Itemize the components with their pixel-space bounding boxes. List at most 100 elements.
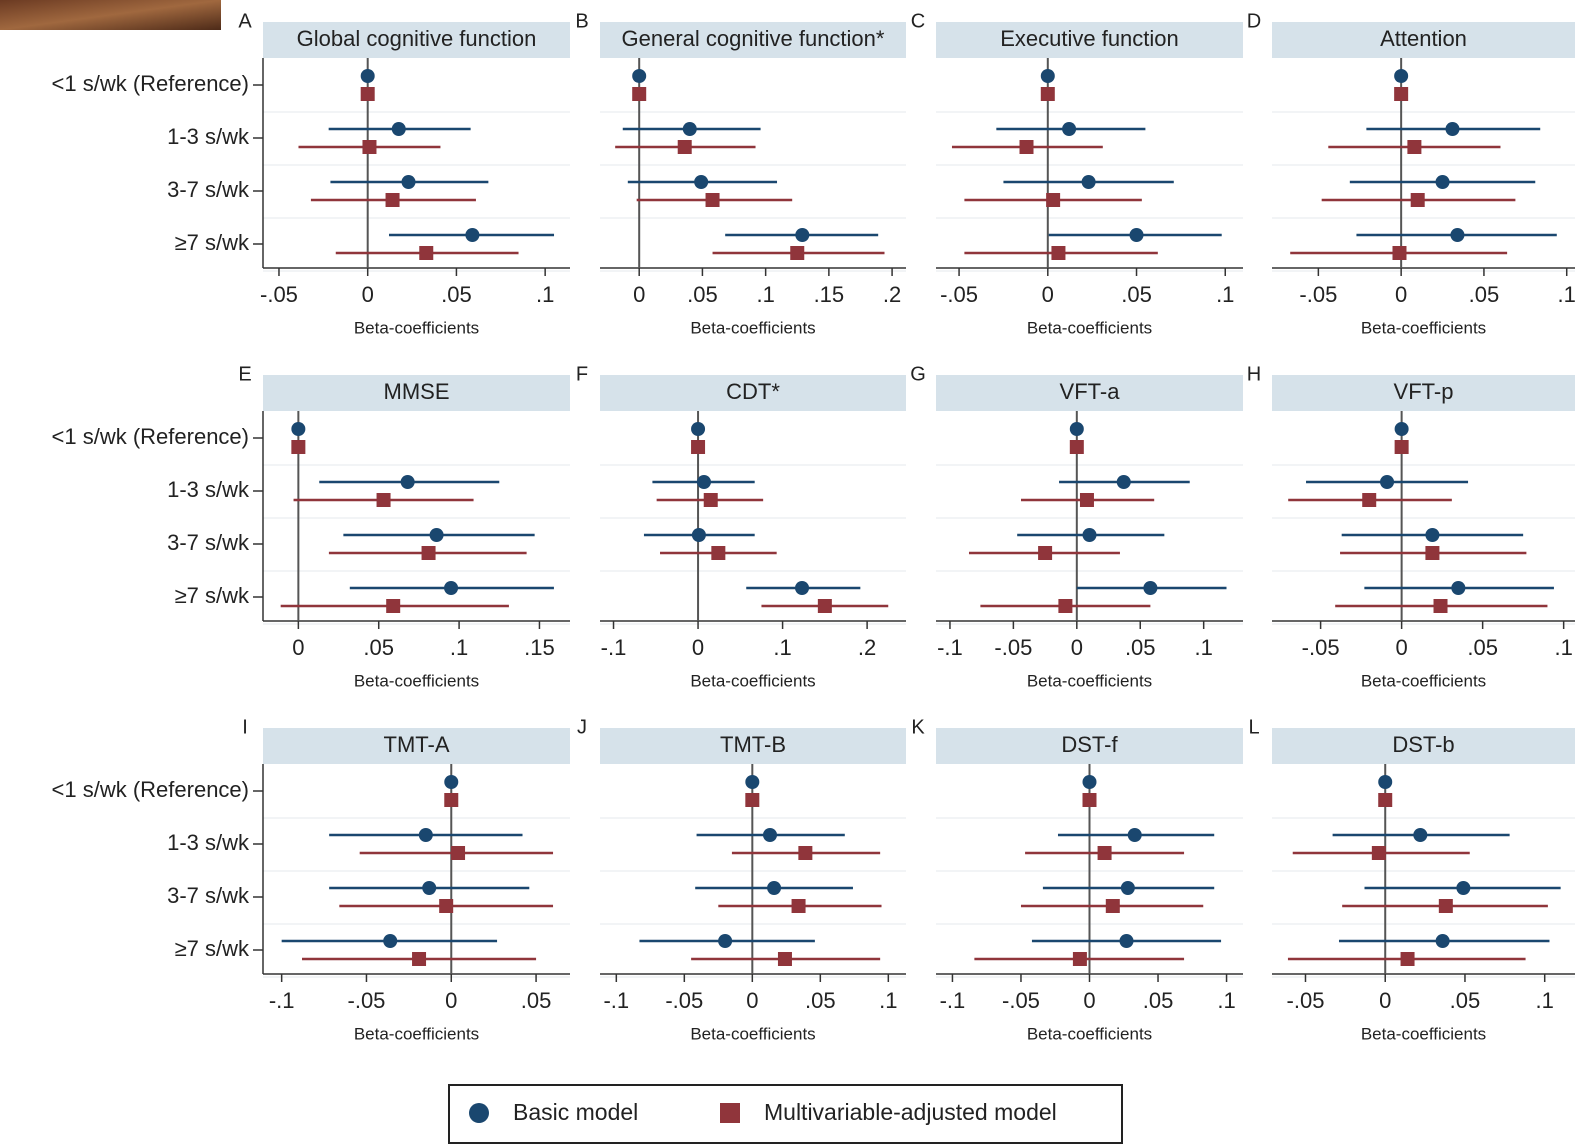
y-tick-label: 1-3 s/wk — [167, 477, 250, 502]
plot-area — [600, 411, 906, 621]
point-estimate — [412, 952, 426, 966]
plot-area — [263, 411, 570, 621]
panel-title: CDT* — [726, 379, 780, 404]
point-estimate — [1394, 87, 1408, 101]
y-tick-label: 1-3 s/wk — [167, 830, 250, 855]
x-tick-label: 0 — [1396, 635, 1408, 660]
x-tick-label: -.1 — [601, 635, 627, 660]
x-tick-label: -.05 — [260, 282, 298, 307]
panel-title: MMSE — [384, 379, 450, 404]
x-tick-label: .05 — [1125, 635, 1156, 660]
plot-area — [1272, 58, 1575, 268]
point-estimate — [767, 881, 781, 895]
point-estimate — [422, 546, 436, 560]
point-estimate — [291, 440, 305, 454]
point-estimate — [1436, 175, 1450, 189]
point-estimate — [1425, 546, 1439, 560]
x-tick-label: 0 — [1395, 282, 1407, 307]
y-tick-label: 3-7 s/wk — [167, 177, 250, 202]
point-estimate — [1378, 793, 1392, 807]
legend-marker — [469, 1103, 489, 1123]
point-estimate — [1070, 440, 1084, 454]
x-tick-label: .1 — [1217, 988, 1235, 1013]
point-estimate — [1046, 193, 1060, 207]
x-tick-label: 0 — [1379, 988, 1391, 1013]
x-tick-label: .1 — [1554, 635, 1572, 660]
point-estimate — [422, 881, 436, 895]
point-estimate — [1083, 528, 1097, 542]
panel-title: Global cognitive function — [297, 26, 537, 51]
point-estimate — [1098, 846, 1112, 860]
point-estimate — [451, 846, 465, 860]
point-estimate — [798, 846, 812, 860]
y-tick-label: <1 s/wk (Reference) — [52, 71, 249, 96]
x-tick-label: -.1 — [937, 635, 963, 660]
point-estimate — [361, 69, 375, 83]
x-tick-label: .1 — [1558, 282, 1575, 307]
x-tick-label: -.1 — [269, 988, 295, 1013]
y-tick-label: 1-3 s/wk — [167, 124, 250, 149]
point-estimate — [1392, 246, 1406, 260]
x-axis-label: Beta-coefficients — [690, 318, 815, 337]
plot-area — [936, 58, 1243, 268]
x-tick-label: 0 — [1071, 635, 1083, 660]
point-estimate — [1120, 934, 1134, 948]
x-tick-label: .05 — [805, 988, 836, 1013]
point-estimate — [361, 87, 375, 101]
point-estimate — [697, 475, 711, 489]
x-tick-label: .05 — [363, 635, 394, 660]
point-estimate — [691, 422, 705, 436]
panel-title: General cognitive function* — [622, 26, 885, 51]
x-tick-label: .1 — [536, 282, 554, 307]
y-tick-label: ≥7 s/wk — [175, 230, 250, 255]
point-estimate — [1395, 422, 1409, 436]
x-tick-label: .2 — [858, 635, 876, 660]
x-tick-label: 0 — [445, 988, 457, 1013]
point-estimate — [1130, 228, 1144, 242]
x-tick-label: -.05 — [348, 988, 386, 1013]
x-tick-label: 0 — [692, 635, 704, 660]
x-axis-label: Beta-coefficients — [1361, 671, 1486, 690]
x-tick-label: 0 — [1042, 282, 1054, 307]
x-tick-label: .1 — [1216, 282, 1234, 307]
point-estimate — [465, 228, 479, 242]
plot-area — [1272, 764, 1575, 974]
point-estimate — [419, 828, 433, 842]
point-estimate — [377, 493, 391, 507]
point-estimate — [745, 793, 759, 807]
plot-area — [263, 764, 570, 974]
legend-marker — [720, 1103, 740, 1123]
point-estimate — [1051, 246, 1065, 260]
x-tick-label: .05 — [1121, 282, 1152, 307]
x-tick-label: .1 — [450, 635, 468, 660]
plot-area — [263, 58, 570, 268]
point-estimate — [1070, 422, 1084, 436]
point-estimate — [444, 793, 458, 807]
x-tick-label: .05 — [687, 282, 718, 307]
y-tick-label: <1 s/wk (Reference) — [52, 424, 249, 449]
x-tick-label: -.05 — [940, 282, 978, 307]
point-estimate — [1394, 69, 1408, 83]
x-tick-label: .15 — [814, 282, 845, 307]
x-tick-label: .05 — [1467, 635, 1498, 660]
plot-area — [1272, 411, 1575, 621]
x-axis-label: Beta-coefficients — [354, 318, 479, 337]
point-estimate — [1380, 475, 1394, 489]
point-estimate — [692, 528, 706, 542]
point-estimate — [1117, 475, 1131, 489]
point-estimate — [386, 193, 400, 207]
point-estimate — [1143, 581, 1157, 595]
plot-area — [936, 411, 1243, 621]
point-estimate — [790, 246, 804, 260]
panel-label: C — [911, 10, 925, 32]
point-estimate — [691, 440, 705, 454]
point-estimate — [1041, 69, 1055, 83]
x-tick-label: .15 — [524, 635, 555, 660]
y-tick-label: ≥7 s/wk — [175, 936, 250, 961]
point-estimate — [430, 528, 444, 542]
point-estimate — [745, 775, 759, 789]
point-estimate — [1038, 546, 1052, 560]
point-estimate — [818, 599, 832, 613]
panel-title: Executive function — [1000, 26, 1179, 51]
x-axis-label: Beta-coefficients — [1027, 671, 1152, 690]
